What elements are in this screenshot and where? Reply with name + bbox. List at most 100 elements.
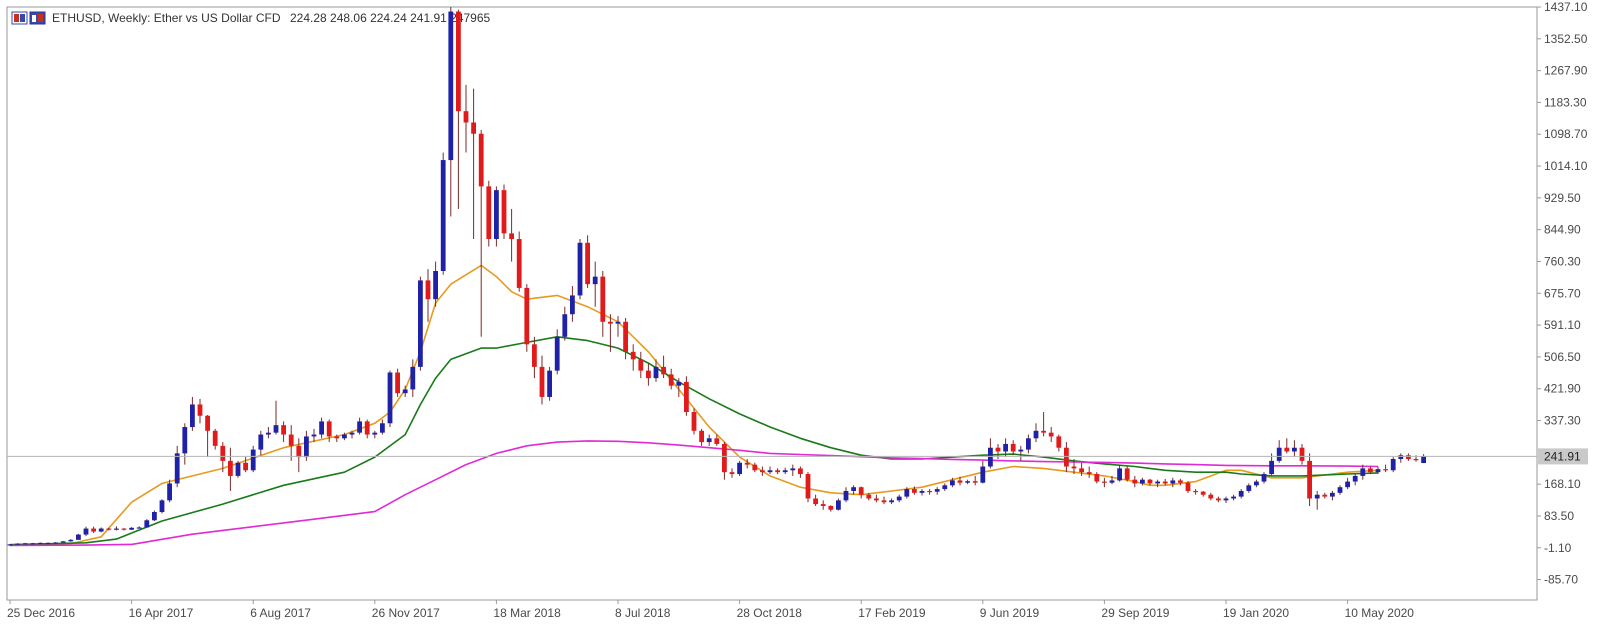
candle-body [1360, 468, 1366, 476]
candle-body [304, 436, 309, 458]
candle [516, 231, 522, 292]
candle-body [1231, 496, 1236, 499]
candle-body [22, 543, 28, 545]
y-tick-label: -85.70 [1544, 573, 1578, 587]
candle-body [691, 411, 697, 431]
candle [691, 408, 697, 435]
candle-body [957, 480, 963, 483]
candle [805, 472, 811, 503]
candle [91, 526, 96, 534]
y-tick-label: 1352.50 [1544, 32, 1588, 46]
candle [1345, 477, 1350, 490]
candle [418, 276, 423, 371]
candle [402, 385, 408, 397]
candle-body [1056, 436, 1062, 448]
candle-body [798, 468, 803, 475]
candle [83, 526, 89, 537]
candle [1216, 496, 1221, 503]
candle-body [7, 544, 13, 546]
candle-body [45, 542, 51, 545]
candle-body [813, 498, 818, 505]
candle [129, 527, 134, 531]
candle [874, 494, 879, 503]
candle [630, 344, 636, 371]
candle [471, 88, 476, 240]
y-tick-label: 675.70 [1544, 286, 1581, 300]
y-axis: 1437.10 1352.50 1267.90 1183.30 1098.70 1014.… [1537, 0, 1588, 587]
candle-body [463, 111, 469, 123]
candle-body [167, 483, 172, 501]
candle-body [380, 423, 385, 433]
candle [304, 430, 309, 461]
candle [950, 477, 955, 488]
candle-body [1322, 494, 1328, 497]
candle-body [1337, 487, 1343, 493]
candle [250, 445, 256, 473]
candle [220, 442, 226, 473]
candle [1026, 434, 1031, 454]
candle [190, 396, 195, 431]
candle-body [843, 490, 849, 501]
candle-body [60, 541, 66, 543]
candle [570, 286, 575, 322]
candle [1178, 478, 1183, 486]
candle-body [448, 11, 454, 161]
candle [1307, 453, 1312, 506]
candle [1071, 458, 1077, 475]
candle-body [456, 11, 461, 112]
candle-body [805, 474, 811, 499]
candle-body [760, 470, 765, 473]
candle [273, 400, 279, 435]
candle-body [1292, 447, 1297, 452]
candle-body [881, 500, 887, 503]
candle [7, 543, 13, 546]
candle [608, 314, 613, 352]
candle-body [1124, 468, 1130, 480]
candle-body [1330, 492, 1335, 497]
candle [737, 460, 742, 476]
candle [228, 447, 233, 491]
candle [1284, 438, 1290, 454]
candle [744, 458, 750, 469]
candle-body [273, 425, 279, 433]
candle [136, 526, 142, 529]
x-tick-label: 9 Jun 2019 [980, 606, 1040, 620]
candle-body [1018, 449, 1024, 452]
candle-body [1352, 475, 1358, 482]
candle [326, 419, 332, 443]
candle-body [30, 543, 36, 545]
candle [539, 355, 545, 405]
candle [820, 500, 826, 510]
candle-body [326, 421, 332, 437]
candle [15, 543, 20, 545]
candle-body [212, 430, 218, 446]
candle [1132, 475, 1138, 488]
candle-body [904, 489, 910, 497]
candle [1208, 492, 1214, 501]
candle [425, 269, 431, 322]
candle [965, 479, 970, 485]
x-tick-label: 25 Dec 2016 [7, 606, 75, 620]
candle [68, 539, 74, 542]
candle-body [646, 370, 651, 379]
candle-body [608, 321, 613, 324]
candle-body [319, 421, 324, 435]
candle-body [440, 160, 446, 271]
candle [486, 180, 492, 247]
candle-body [896, 496, 902, 501]
y-tick-label: 506.50 [1544, 350, 1581, 364]
candle [319, 417, 324, 439]
candle [1064, 442, 1069, 473]
candle [372, 430, 378, 439]
candle-body [1064, 447, 1069, 467]
candle [22, 542, 28, 545]
candle-body [494, 190, 499, 240]
candle [364, 419, 370, 439]
candle-body [205, 415, 210, 431]
candle-body [1026, 438, 1031, 450]
candle [775, 468, 780, 475]
candle [174, 445, 180, 488]
candle-body [136, 527, 142, 529]
y-tick-label: 1267.90 [1544, 64, 1588, 78]
